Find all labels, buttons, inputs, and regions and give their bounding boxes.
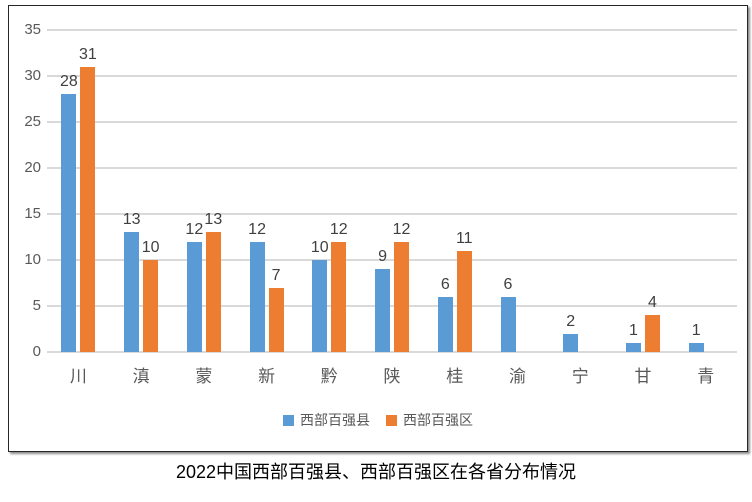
- bar-group: 6: [486, 30, 549, 352]
- data-label: 6: [440, 275, 450, 293]
- bar-district: 11: [456, 230, 473, 352]
- data-label: 31: [78, 45, 97, 63]
- bar-county: 10: [311, 239, 329, 352]
- gridline: [47, 121, 737, 123]
- gridline: [47, 305, 737, 308]
- y-tick-label: 30: [24, 67, 41, 84]
- gridline: [47, 75, 737, 77]
- gridline: [47, 351, 737, 353]
- y-tick-label: 5: [32, 297, 41, 315]
- bar-district: 10: [142, 239, 159, 352]
- bar-group: 12 13: [172, 30, 235, 352]
- x-tick-label: 川: [69, 367, 87, 386]
- bar-county: 13: [123, 211, 140, 352]
- y-tick-label: 25: [24, 113, 41, 130]
- chart-container: 0 5 10 15 20 25 30 35 28 31 13 10 12 13 12 7 10 12 9 12 6 11…: [8, 5, 748, 452]
- bar-group: 2: [549, 30, 612, 352]
- x-tick-label: 甘: [634, 367, 652, 386]
- gridline: [47, 167, 737, 170]
- data-label: 1: [629, 321, 638, 339]
- bar-district: 4: [644, 294, 660, 352]
- data-label: 2: [566, 312, 576, 330]
- legend-swatch-county-icon: [283, 414, 294, 426]
- bar-county: 9: [375, 248, 391, 352]
- data-label: 7: [271, 266, 281, 284]
- bar-county: 12: [185, 221, 203, 352]
- data-label: 4: [648, 294, 657, 312]
- gridline: [47, 259, 737, 262]
- legend-item-county: 西部百强县: [283, 410, 370, 430]
- data-label: 9: [378, 248, 387, 266]
- x-tick-label: 青: [697, 367, 715, 386]
- bars-layer: 28 31 13 10 12 13 12 7 10 12 9 12 6 11 6 2 1 4 1: [47, 30, 737, 352]
- bar-county: 1: [688, 322, 704, 352]
- gridline: [47, 29, 737, 31]
- gridline: [47, 213, 737, 215]
- data-label: 1: [691, 321, 701, 339]
- y-axis: 0 5 10 15 20 25 30 35: [9, 21, 41, 360]
- legend-item-district: 西部百强区: [386, 410, 473, 430]
- y-tick-label: 0: [32, 343, 41, 360]
- bar-county: 1: [625, 322, 641, 352]
- y-tick-label: 35: [24, 21, 41, 38]
- plot-area: 28 31 13 10 12 13 12 7 10 12 9 12 6 11 6 2 1 4 1: [47, 29, 737, 353]
- data-label: 13: [122, 211, 141, 229]
- bar-county: 6: [437, 276, 453, 352]
- bar-district: 13: [204, 211, 222, 352]
- legend-swatch-district-icon: [386, 414, 397, 426]
- bar-group: 13 10: [110, 30, 173, 352]
- data-label: 10: [141, 239, 160, 256]
- data-label: 12: [392, 220, 411, 238]
- x-tick-label: 陕: [383, 367, 401, 386]
- y-tick-label: 15: [24, 205, 41, 222]
- bar-group: 12 7: [235, 30, 298, 352]
- y-tick-label: 10: [24, 251, 41, 269]
- data-label: 28: [59, 73, 78, 91]
- x-tick-label: 蒙: [195, 367, 213, 386]
- x-tick-label: 黔: [320, 367, 338, 386]
- bar-county: 2: [563, 313, 579, 352]
- bar-group: 1: [674, 30, 737, 352]
- data-label: 11: [455, 229, 473, 247]
- bar-district: 12: [393, 221, 410, 352]
- bar-county: 12: [248, 221, 266, 352]
- data-label: 13: [204, 211, 223, 229]
- y-tick-label: 20: [24, 159, 41, 177]
- bar-group: 28 31: [47, 30, 110, 352]
- bar-county: 28: [60, 73, 78, 352]
- x-tick-label: 新: [258, 367, 276, 386]
- bar-group: 6 11: [423, 30, 486, 352]
- x-tick-label: 桂: [446, 367, 464, 386]
- bar-district: 31: [79, 46, 97, 352]
- data-label: 12: [248, 220, 266, 238]
- bar-district: 7: [268, 267, 284, 352]
- legend: 西部百强县 西部百强区: [9, 410, 747, 430]
- data-label: 6: [503, 275, 513, 293]
- x-tick-label: 宁: [571, 367, 589, 386]
- bar-group: 9 12: [361, 30, 424, 352]
- x-tick-label: 滇: [132, 367, 150, 386]
- legend-label-district: 西部百强区: [403, 412, 473, 428]
- chart-title: 2022中国西部百强县、西部百强区在各省分布情况: [175, 462, 577, 482]
- x-axis: 川滇蒙新黔陕桂渝宁甘青: [47, 362, 737, 387]
- data-label: 12: [185, 220, 204, 238]
- legend-label-county: 西部百强县: [300, 412, 370, 428]
- bar-county: 6: [500, 276, 516, 352]
- data-label: 12: [329, 220, 348, 238]
- bar-group: 10 12: [298, 30, 361, 352]
- data-label: 10: [310, 239, 329, 256]
- bar-district: 12: [330, 221, 348, 352]
- x-tick-label: 渝: [509, 367, 526, 386]
